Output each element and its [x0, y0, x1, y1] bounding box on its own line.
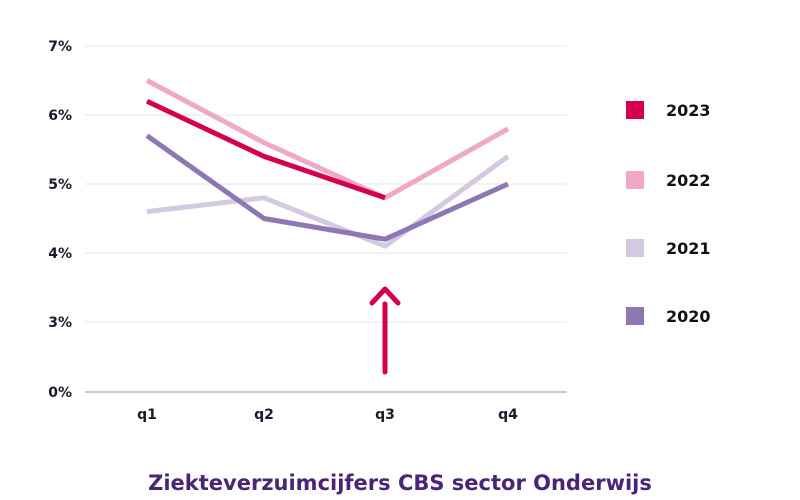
x-tick-label: q4	[498, 407, 518, 423]
y-tick-label: 0%	[48, 385, 72, 401]
legend-item-2022: 2022	[626, 171, 711, 190]
y-tick-label: 3%	[48, 315, 72, 331]
legend: 2023 2022 2021 2020	[626, 101, 711, 326]
annotation-arrow	[369, 286, 401, 375]
gridlines	[85, 45, 567, 393]
series-line-2023	[145, 98, 386, 201]
legend-label: 2022	[666, 171, 711, 190]
y-tick-label: 6%	[48, 108, 72, 124]
series-lines	[145, 78, 510, 249]
series-line-2021	[146, 154, 510, 249]
series-line-2020	[145, 133, 510, 242]
legend-swatch	[626, 171, 644, 189]
legend-label: 2020	[666, 307, 711, 326]
series-line-2022	[145, 78, 510, 201]
x-tick-label: q3	[375, 407, 395, 423]
legend-item-2020: 2020	[626, 307, 711, 326]
legend-swatch	[626, 307, 644, 325]
x-tick-label: q2	[254, 407, 274, 423]
legend-item-2023: 2023	[626, 101, 711, 120]
x-axis-ticks: q1 q2 q3 q4	[137, 407, 518, 423]
legend-label: 2021	[666, 239, 711, 258]
legend-swatch	[626, 101, 644, 119]
legend-swatch	[626, 239, 644, 257]
y-axis-ticks: 0% 3% 4% 5% 6% 7%	[48, 39, 72, 401]
y-tick-label: 7%	[48, 39, 72, 55]
y-tick-label: 4%	[48, 246, 72, 262]
x-tick-label: q1	[137, 407, 157, 423]
legend-label: 2023	[666, 101, 711, 120]
legend-item-2021: 2021	[626, 239, 711, 258]
arrow-head	[369, 286, 401, 306]
chart-title: Ziekteverzuimcijfers CBS sector Onderwij…	[148, 471, 652, 495]
y-tick-label: 5%	[48, 177, 72, 193]
